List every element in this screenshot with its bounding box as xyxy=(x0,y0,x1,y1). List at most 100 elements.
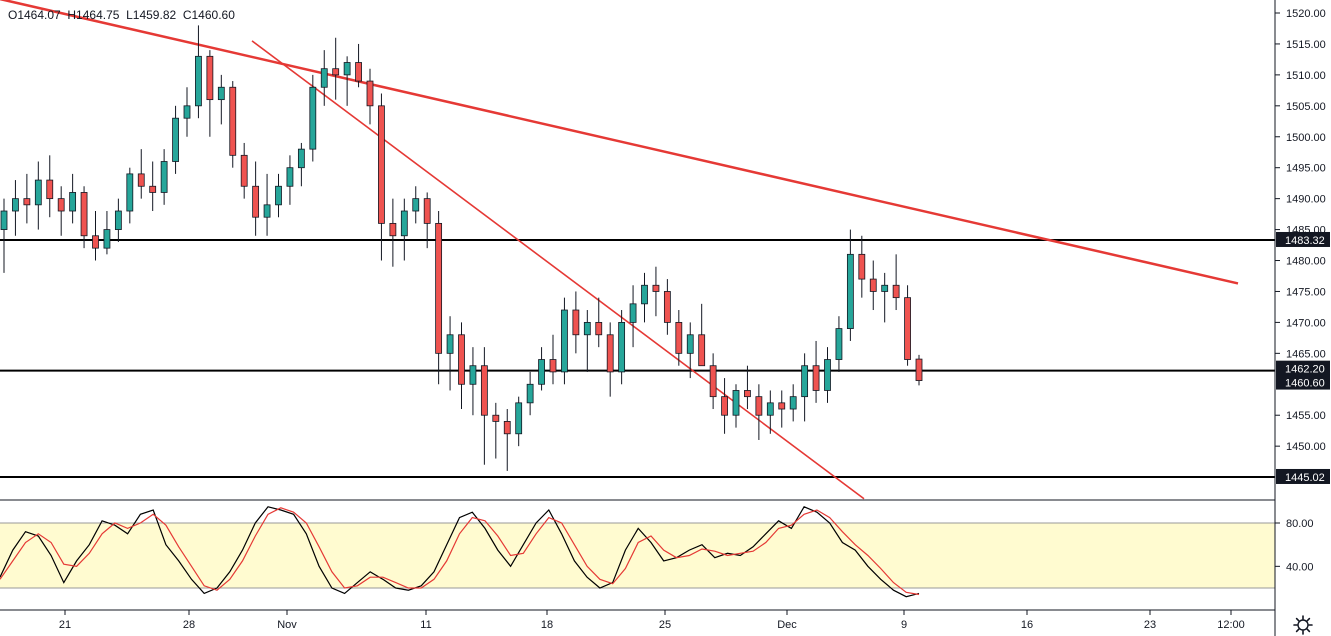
price-tick-label: 1490.00 xyxy=(1286,194,1326,206)
price-level-label: 1462.20 xyxy=(1285,364,1325,376)
candle-body xyxy=(869,278,877,292)
open-value: O1464.07 xyxy=(8,8,61,22)
candle-body xyxy=(881,284,889,292)
candle-body xyxy=(515,402,523,435)
price-tick-label: 1515.00 xyxy=(1286,39,1326,51)
candle-body xyxy=(538,359,545,385)
candle-body xyxy=(572,309,580,336)
price-tick-label: 1500.00 xyxy=(1286,132,1326,144)
gear-icon[interactable] xyxy=(1292,614,1314,636)
high-value: H1464.75 xyxy=(67,8,120,22)
candle-body xyxy=(732,390,740,416)
candle-body xyxy=(583,321,591,336)
price-gridlines xyxy=(1275,12,1280,447)
candle-body xyxy=(663,291,671,323)
candle-body xyxy=(641,284,648,305)
candle-body xyxy=(183,105,191,119)
candle-body xyxy=(389,222,397,237)
candle-body xyxy=(709,365,717,398)
candle-body xyxy=(766,402,774,416)
price-tick-label: 1470.00 xyxy=(1286,317,1326,329)
candle-body xyxy=(469,365,477,385)
candle-body xyxy=(309,86,317,150)
candle-body xyxy=(195,55,202,107)
candle-body xyxy=(400,210,408,237)
candle-body xyxy=(12,198,19,212)
candle-body xyxy=(812,365,820,391)
time-tick-label: 16 xyxy=(1021,619,1033,631)
horizontal-levels[interactable] xyxy=(0,238,1275,478)
price-axis[interactable]: 1520.00 1515.00 1510.00 1505.00 1500.00 1495.… xyxy=(1286,8,1326,453)
candle-body xyxy=(217,86,225,101)
time-tick-label: 11 xyxy=(420,619,431,631)
candle-body xyxy=(137,173,145,187)
price-level-tag xyxy=(1276,468,1330,484)
candle-body xyxy=(629,303,637,323)
candle-body xyxy=(618,321,626,373)
candle-body xyxy=(652,284,660,292)
stochastic-axis[interactable]: 80.00 40.00 xyxy=(1275,518,1314,573)
price-level-tag xyxy=(1276,374,1330,390)
price-tick-label: 1455.00 xyxy=(1286,410,1326,422)
candle-body xyxy=(92,235,99,249)
trendlines[interactable] xyxy=(0,0,1239,500)
candle-body xyxy=(446,334,454,354)
stochastic-tick-label: 40.00 xyxy=(1286,561,1314,573)
candle-body xyxy=(915,358,923,381)
candle-body xyxy=(846,253,854,329)
low-value: L1459.82 xyxy=(126,8,177,22)
close-value: C1460.60 xyxy=(182,8,235,22)
candle-body xyxy=(904,297,911,360)
price-tick-label: 1495.00 xyxy=(1286,163,1326,175)
candle-body xyxy=(835,328,843,360)
candle-body xyxy=(252,185,260,218)
trendline-major[interactable] xyxy=(0,0,1239,285)
candle-body xyxy=(492,414,500,422)
candle-body xyxy=(286,167,294,187)
time-tick-label: 23 xyxy=(1144,619,1156,631)
candle-body xyxy=(0,210,8,230)
candle-body xyxy=(561,309,568,373)
candle-body xyxy=(103,229,111,249)
candle-body xyxy=(755,396,763,416)
trendline-minor[interactable] xyxy=(251,40,865,500)
candle-body xyxy=(275,185,282,206)
time-tick-label: Nov xyxy=(277,619,297,631)
price-level-label: 1483.32 xyxy=(1285,235,1325,247)
candle-body xyxy=(698,334,706,367)
candle-body xyxy=(229,86,237,156)
candle-body xyxy=(595,321,603,336)
stochastic-tick-label: 80.00 xyxy=(1286,518,1314,530)
candle-body xyxy=(858,253,866,280)
candle-body xyxy=(332,68,340,76)
price-tick-label: 1510.00 xyxy=(1286,70,1326,82)
candle-body xyxy=(320,68,328,88)
candle-body xyxy=(412,198,420,212)
time-tick-label: 9 xyxy=(901,619,907,631)
candle-body xyxy=(57,198,65,212)
ohlc-legend: O1464.07 H1464.75 L1459.82 C1460.60 xyxy=(8,8,235,22)
price-tick-label: 1450.00 xyxy=(1286,441,1326,453)
candle-body xyxy=(69,192,77,212)
candle-body xyxy=(435,222,443,354)
candle-body xyxy=(789,396,797,410)
stochastic-line-k xyxy=(0,506,920,598)
candlesticks xyxy=(0,25,923,471)
candle-body xyxy=(355,62,362,82)
candle-body xyxy=(126,173,134,212)
candle-body xyxy=(824,359,831,391)
candle-body xyxy=(526,383,534,404)
candle-body xyxy=(721,396,728,416)
candle-body xyxy=(366,80,374,107)
candle-body xyxy=(686,334,694,354)
price-tick-label: 1480.00 xyxy=(1286,256,1326,268)
candle-body xyxy=(160,161,168,193)
price-level-tag xyxy=(1276,231,1330,247)
price-level-label: 1460.60 xyxy=(1285,378,1325,390)
candle-body xyxy=(744,390,751,398)
time-axis[interactable]: 21 28 Nov 11 18 25 Dec 9 16 23 12:00 xyxy=(59,610,1245,631)
price-tick-label: 1505.00 xyxy=(1286,101,1326,113)
price-level-labels: 1483.32 1462.20 1460.60 1445.02 xyxy=(1276,231,1330,484)
stochastic-line-d xyxy=(0,507,920,596)
